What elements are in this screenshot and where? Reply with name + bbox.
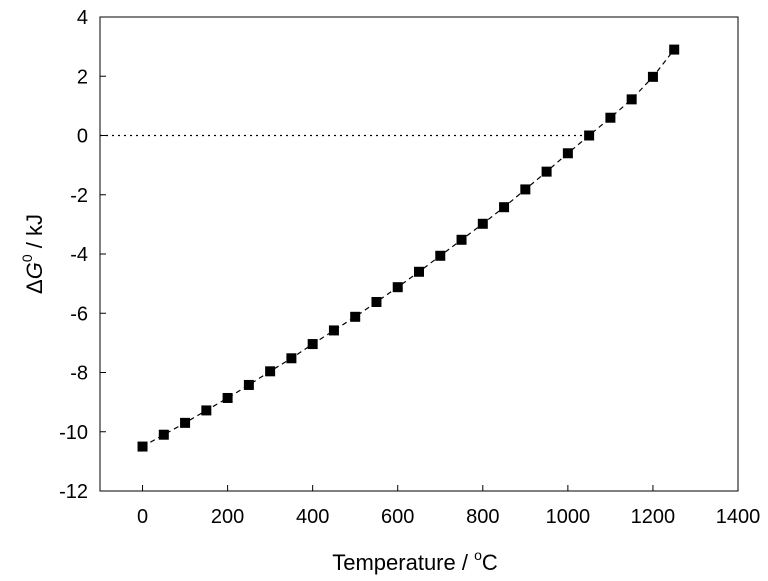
data-point bbox=[307, 339, 318, 350]
y-tick-label: 0 bbox=[77, 126, 88, 148]
axis-ticks: 0 200 400 600 800 1000 1200 1400 -12 -10 -8 -6 -4 -2 0… bbox=[59, 7, 760, 528]
data-point bbox=[647, 71, 658, 82]
data-point bbox=[371, 296, 382, 307]
data-points bbox=[137, 44, 680, 452]
x-tick-label: 1400 bbox=[716, 506, 761, 528]
data-point bbox=[328, 325, 339, 336]
y-axis-title-symbol: G bbox=[22, 262, 47, 279]
y-tick-label: -8 bbox=[70, 363, 88, 385]
y-axis-title: ΔG0 / kJ bbox=[19, 214, 47, 294]
data-point bbox=[669, 44, 680, 55]
y-axis-title-superscript: 0 bbox=[19, 254, 35, 262]
x-axis-title-main: Temperature / bbox=[332, 550, 474, 575]
y-tick-label: -2 bbox=[70, 185, 88, 207]
x-tick-label: 200 bbox=[211, 506, 244, 528]
data-point bbox=[605, 112, 616, 123]
y-tick-label: 4 bbox=[77, 7, 88, 29]
data-point bbox=[435, 250, 446, 261]
x-tick-label: 800 bbox=[466, 506, 499, 528]
data-point bbox=[201, 405, 212, 416]
x-tick-label: 1200 bbox=[631, 506, 676, 528]
data-point bbox=[626, 94, 637, 105]
data-point bbox=[562, 148, 573, 159]
x-tick-label: 400 bbox=[296, 506, 329, 528]
data-point bbox=[222, 392, 233, 403]
data-point bbox=[392, 282, 403, 293]
x-tick-label: 1000 bbox=[546, 506, 591, 528]
y-tick-label: -6 bbox=[70, 303, 88, 325]
data-point bbox=[137, 441, 148, 452]
data-point bbox=[477, 218, 488, 229]
series-dashed-line bbox=[142, 49, 675, 448]
data-point bbox=[265, 366, 276, 377]
y-axis-title-delta: Δ bbox=[22, 279, 47, 294]
y-tick-label: -10 bbox=[59, 422, 88, 444]
data-point bbox=[180, 417, 191, 428]
data-point bbox=[414, 266, 424, 277]
y-axis-title-unit: / kJ bbox=[22, 214, 47, 254]
data-point bbox=[584, 130, 595, 141]
data-point bbox=[243, 379, 254, 390]
x-tick-label: 0 bbox=[137, 506, 148, 528]
data-point bbox=[286, 353, 297, 364]
data-point bbox=[520, 184, 531, 195]
data-point bbox=[350, 311, 361, 322]
data-point bbox=[456, 234, 467, 245]
x-axis-title-degree: o bbox=[474, 547, 482, 563]
y-tick-label: 2 bbox=[77, 66, 88, 88]
data-point bbox=[158, 429, 169, 440]
x-tick-label: 600 bbox=[381, 506, 414, 528]
y-tick-label: -4 bbox=[70, 244, 88, 266]
data-point bbox=[499, 202, 510, 213]
x-axis-title: Temperature / oC bbox=[332, 547, 498, 575]
y-tick-label: -12 bbox=[59, 481, 88, 503]
data-point bbox=[541, 166, 552, 177]
x-axis-title-unit: C bbox=[482, 550, 498, 575]
